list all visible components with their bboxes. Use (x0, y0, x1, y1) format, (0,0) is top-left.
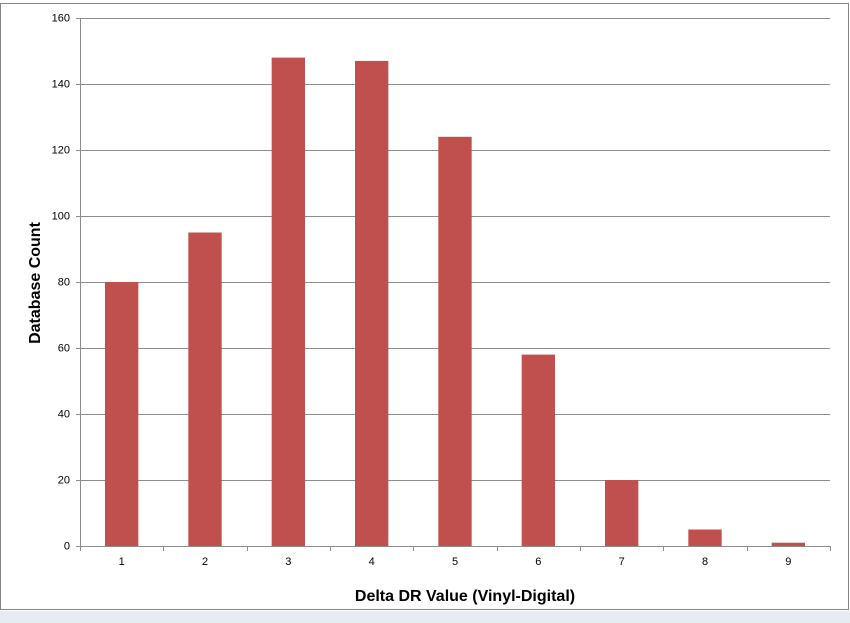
x-tick-label: 6 (535, 556, 541, 568)
x-tick-label: 3 (285, 556, 291, 568)
bar (438, 136, 472, 547)
x-tick-label: 1 (119, 556, 125, 568)
y-axis-title: Database Count (27, 221, 44, 343)
y-tick-label: 40 (58, 408, 70, 420)
bar (355, 60, 389, 547)
bar (188, 232, 222, 546)
bar (271, 57, 305, 546)
bar (521, 354, 555, 546)
x-tick-label: 8 (702, 556, 708, 568)
x-tick-label: 7 (619, 556, 625, 568)
x-tick-label: 9 (785, 556, 791, 568)
y-tick-label: 160 (52, 12, 70, 24)
bar (688, 529, 722, 546)
x-tick-label: 4 (369, 556, 375, 568)
y-tick-label: 100 (52, 210, 70, 222)
y-tick-label: 20 (58, 474, 70, 486)
x-axis-title: Delta DR Value (Vinyl-Digital) (355, 588, 575, 605)
x-tick-label: 5 (452, 556, 458, 568)
y-tick-label: 0 (64, 540, 70, 552)
sheet-tabs (0, 611, 850, 623)
y-tick-label: 80 (58, 276, 70, 288)
x-tick-label: 2 (202, 556, 208, 568)
chart-frame (0, 3, 849, 610)
y-tick-label: 60 (58, 342, 70, 354)
bar (605, 480, 639, 546)
bar (105, 282, 139, 546)
y-tick-label: 120 (52, 144, 70, 156)
bar (771, 542, 805, 546)
y-tick-label: 140 (52, 78, 70, 90)
